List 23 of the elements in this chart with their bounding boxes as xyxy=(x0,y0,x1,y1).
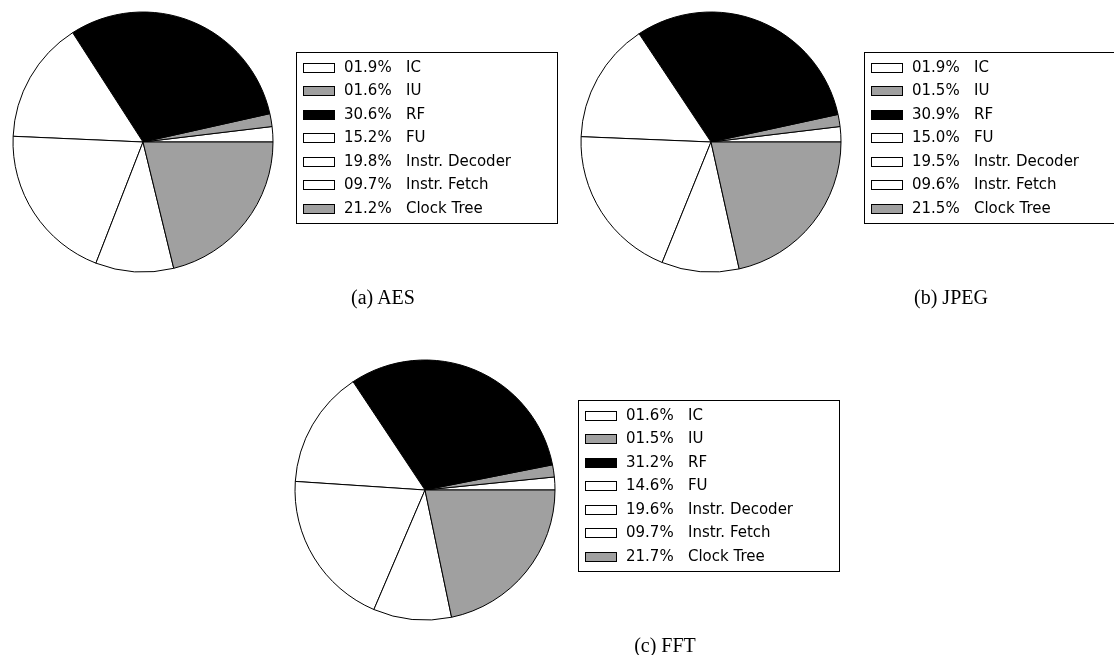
legend-label: 30.9% RF xyxy=(912,103,994,125)
legend-label: 01.5% IU xyxy=(626,428,704,450)
legend-label: 21.7% Clock Tree xyxy=(626,545,765,567)
legend-label: 30.6% RF xyxy=(344,103,426,125)
legend-label: 31.2% RF xyxy=(626,451,708,473)
legend-label: 15.2% FU xyxy=(344,127,426,149)
legend-label: 09.6% Instr. Fetch xyxy=(912,174,1057,196)
text: (a) AES xyxy=(350,286,416,309)
legend-label: 21.5% Clock Tree xyxy=(912,197,1051,219)
legend-label: 19.5% Instr. Decoder xyxy=(912,150,1080,172)
legend-label: 09.7% Instr. Fetch xyxy=(626,522,771,544)
legend-label: 01.6% IC xyxy=(626,404,703,426)
legend-label: 01.6% IU xyxy=(344,80,422,102)
legend-label: 01.5% IU xyxy=(912,80,990,102)
legend-label: 15.0% FU xyxy=(912,127,994,149)
legend-label: 19.6% Instr. Decoder xyxy=(626,498,794,520)
legend-label: 21.2% Clock Tree xyxy=(344,197,483,219)
text: (b) JPEG xyxy=(913,286,989,309)
legend-label: 01.9% IC xyxy=(344,56,421,78)
legend-label: 09.7% Instr. Fetch xyxy=(344,174,489,196)
legend-label: 19.8% Instr. Decoder xyxy=(344,150,512,172)
legend-label: 01.9% IC xyxy=(912,56,989,78)
legend-label: 14.6% FU xyxy=(626,475,708,497)
